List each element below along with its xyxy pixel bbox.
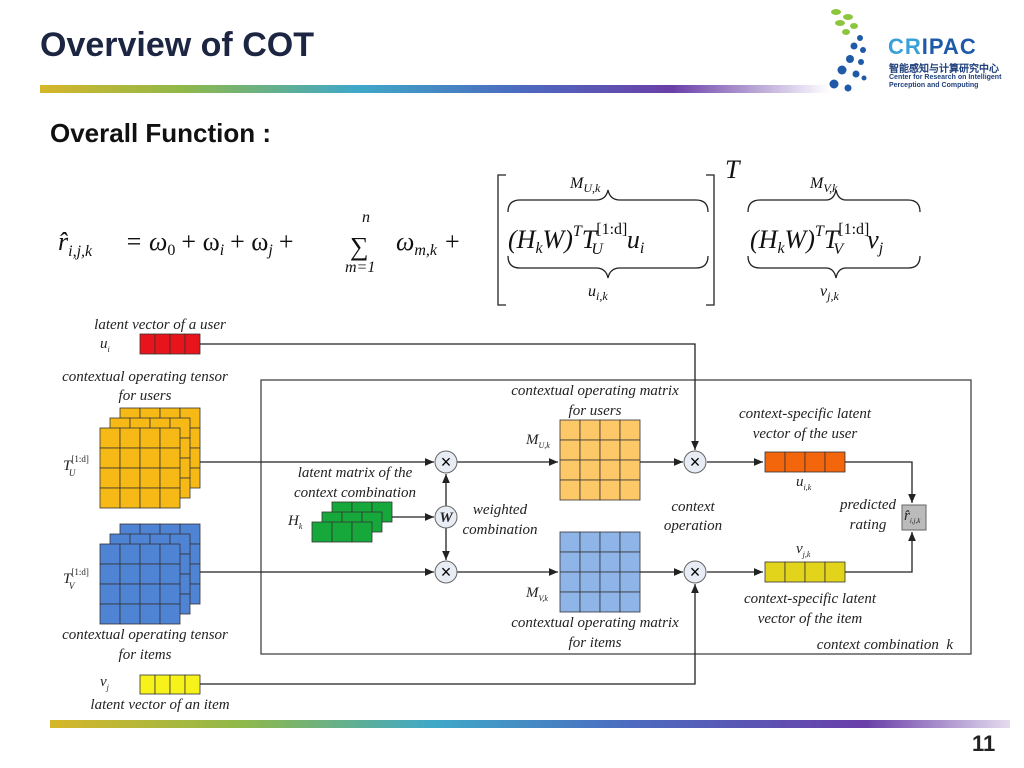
svg-text:×: × — [441, 452, 452, 472]
arrow-ui — [200, 343, 699, 450]
matrix-mu — [559, 419, 641, 501]
label-hk: Hk — [287, 513, 303, 531]
label-weighted-1: weighted — [473, 502, 528, 518]
label-vjk: vj,k — [796, 541, 811, 559]
vector-uik — [764, 451, 846, 473]
footer-bar — [50, 720, 1010, 728]
item-latent-vector — [139, 674, 201, 695]
label-matrix-items-2: for items — [569, 635, 622, 651]
cot-diagram: × × × × W r̂i,j,k latent vector of a use… — [62, 317, 972, 713]
label-tensor-users-1: contextual operating tensor — [62, 369, 228, 385]
formula-sigma: ∑ — [350, 232, 369, 261]
formula-wmk: ωm,k + — [396, 227, 460, 259]
multiply-icon: × — [434, 450, 458, 474]
overall-function-formula: r̂i,j,k = ω0 + ωi + ωj + ∑ n m=1 ωm,k + T (H… — [58, 155, 921, 306]
user-latent-vector — [139, 333, 201, 355]
formula-r: r̂i,j,k — [58, 227, 93, 260]
logo-name-b: IPAC — [921, 34, 977, 59]
multiply-icon: × — [683, 450, 707, 474]
tensor-items-layer — [99, 543, 181, 625]
matrix-mv — [559, 531, 641, 613]
multiply-icon: × — [683, 560, 707, 584]
context-latent-layer — [311, 521, 373, 543]
label-tensor-users-2: for users — [119, 388, 172, 404]
svg-text:W: W — [439, 510, 454, 526]
logo-english-1: Center for Research on Intelligent — [889, 74, 1002, 81]
section-heading: Overall Function : — [50, 118, 272, 148]
label-cs-item-1: context-specific latent — [744, 591, 877, 607]
label-tensor-items-1: contextual operating tensor — [62, 627, 228, 643]
label-ui: ui — [100, 336, 110, 354]
label-cs-item-2: vector of the item — [758, 611, 863, 627]
formula-sigma-bottom: m=1 — [345, 259, 375, 276]
label-mu: MU,k — [525, 432, 550, 450]
page-number: 11 — [972, 731, 996, 756]
label-ctx-op-1: context — [671, 499, 715, 515]
tensor-users-layer — [99, 427, 181, 509]
logo-english-2: Perception and Computing — [889, 82, 979, 89]
formula-sigma-top: n — [362, 209, 370, 226]
label-cs-user-1: context-specific latent — [739, 406, 872, 422]
label-matrix-users-1: contextual operating matrix — [511, 383, 679, 399]
over-mv: MV,k — [809, 175, 838, 195]
under-uik: ui,k — [588, 283, 608, 303]
label-predicted-2: rating — [850, 517, 887, 533]
label-weighted-2: combination — [463, 522, 538, 538]
predicted-rating-box — [901, 504, 927, 531]
label-predicted-1: predicted — [839, 497, 897, 513]
arrow-uik-rating — [845, 461, 916, 503]
formula-outer-t: T — [725, 155, 741, 184]
logo-english: Center for Research on Intelligent Percep… — [889, 74, 1001, 90]
rating-label: r̂i,j,k — [904, 508, 921, 525]
under-vjk: vj,k — [820, 283, 839, 303]
cripac-logo: CRIPAC 智能感知与计算研究中心 Center for Research o… — [828, 4, 1018, 96]
label-tu: T[1:d] U — [63, 454, 89, 478]
underbrace-u — [507, 255, 709, 279]
label-latent-ctx-2: context combination — [294, 485, 416, 501]
label-context-combination: context combination k — [817, 637, 954, 653]
vector-vjk — [764, 561, 846, 583]
label-tensor-items-2: for items — [119, 647, 172, 663]
context-combination-box — [260, 379, 972, 655]
label-latent-item: latent vector of an item — [90, 697, 229, 713]
over-mu: MU,k — [569, 175, 601, 195]
multiply-icon: × — [434, 560, 458, 584]
label-latent-user: latent vector of a user — [94, 317, 226, 333]
formula-bias-terms: = ω0 + ωi + ωj + — [125, 227, 294, 259]
label-uik: ui,k — [796, 474, 812, 492]
label-matrix-users-2: for users — [569, 403, 622, 419]
arrow-vjk-rating — [845, 532, 916, 573]
label-vj: vj — [100, 674, 110, 692]
logo-dots-icon — [829, 9, 867, 92]
label-mv: MV,k — [525, 585, 548, 603]
logo-name: CRIPAC — [888, 34, 977, 60]
label-cs-user-2: vector of the user — [753, 426, 858, 442]
label-matrix-items-1: contextual operating matrix — [511, 615, 679, 631]
label-latent-ctx-1: latent matrix of the — [298, 465, 413, 481]
overbrace-v — [747, 189, 921, 213]
svg-text:×: × — [690, 562, 701, 582]
svg-text:×: × — [441, 562, 452, 582]
label-tv: T[1:d] V — [63, 567, 89, 591]
overbrace-u — [507, 189, 709, 213]
formula-brackets — [497, 174, 715, 306]
logo-name-a: CR — [888, 34, 922, 59]
underbrace-v — [747, 255, 921, 279]
weight-w-icon: W — [434, 505, 458, 529]
label-ctx-op-2: operation — [664, 518, 722, 534]
svg-text:×: × — [690, 452, 701, 472]
logo-chinese: 智能感知与计算研究中心 — [889, 64, 999, 75]
arrow-vj — [200, 584, 699, 685]
slide-title: Overview of COT — [40, 26, 314, 64]
title-underline-bar — [40, 85, 830, 93]
